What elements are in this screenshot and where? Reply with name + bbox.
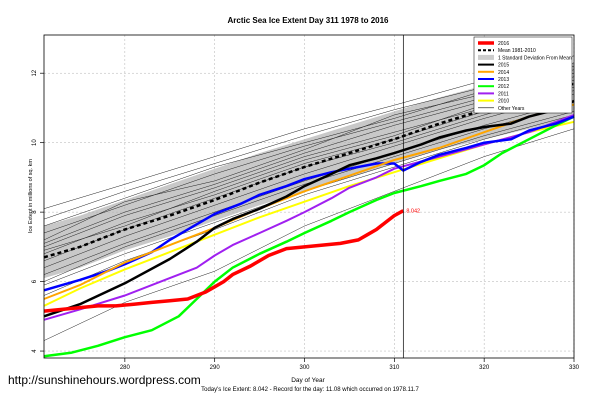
other-year-line bbox=[43, 93, 575, 268]
legend-label: 2012 bbox=[498, 84, 509, 90]
x-tick-label: 320 bbox=[479, 365, 490, 371]
footer-note: Today's Ice Extent: 8.042 - Record for t… bbox=[201, 387, 419, 393]
legend-label: 2015 bbox=[498, 63, 509, 69]
axes: 280 290 300 310 320 330 4 6 8 10 12 bbox=[32, 69, 580, 371]
x-tick-label: 290 bbox=[210, 365, 221, 371]
legend-swatch bbox=[478, 54, 494, 60]
x-tick-label: 310 bbox=[389, 365, 400, 371]
current-day-marker: 8.042 bbox=[402, 35, 420, 358]
other-year-line bbox=[43, 114, 575, 296]
year-series-lines bbox=[43, 99, 575, 358]
series-line-2016 bbox=[43, 209, 405, 313]
series-line-2014 bbox=[43, 103, 575, 300]
series-line-2012 bbox=[43, 115, 575, 358]
series-line-2011 bbox=[43, 113, 575, 321]
legend-label: 2013 bbox=[498, 77, 509, 83]
y-tick-label: 8 bbox=[32, 210, 38, 214]
current-value-label: 8.042 bbox=[406, 209, 420, 215]
source-url[interactable]: http://sunshinehours.wordpress.com bbox=[8, 373, 201, 387]
chart-title: Arctic Sea Ice Extent Day 311 1978 to 20… bbox=[228, 16, 390, 25]
y-tick-label: 12 bbox=[32, 69, 38, 76]
x-tick-label: 330 bbox=[569, 365, 580, 371]
x-tick-label: 280 bbox=[120, 365, 131, 371]
legend-label: Mean 1981-2010 bbox=[498, 48, 536, 54]
plot-frame bbox=[43, 34, 575, 359]
std-dev-band-area bbox=[44, 62, 574, 279]
legend-label: 2014 bbox=[498, 70, 509, 76]
legend-label: 2010 bbox=[498, 99, 509, 105]
x-axis-label: Day of Year bbox=[291, 377, 325, 384]
series-line-2015 bbox=[43, 99, 575, 318]
legend-label: Other Years bbox=[498, 106, 525, 112]
std-dev-band bbox=[44, 62, 574, 279]
series-line-2013 bbox=[43, 115, 575, 292]
y-tick-label: 4 bbox=[32, 349, 38, 353]
other-year-line bbox=[43, 100, 575, 275]
x-tick-label: 300 bbox=[300, 365, 311, 371]
legend-label: 2011 bbox=[498, 91, 509, 97]
legend-label: 2016 bbox=[498, 41, 509, 47]
other-year-line bbox=[43, 128, 575, 341]
y-tick-label: 6 bbox=[32, 279, 38, 283]
other-year-line bbox=[43, 104, 575, 282]
legend-label: 1 Standard Deviation From Mean bbox=[498, 55, 572, 61]
y-tick-label: 10 bbox=[32, 139, 38, 146]
y-axis-label: Ice Extent in millions of sq. km bbox=[28, 159, 34, 233]
